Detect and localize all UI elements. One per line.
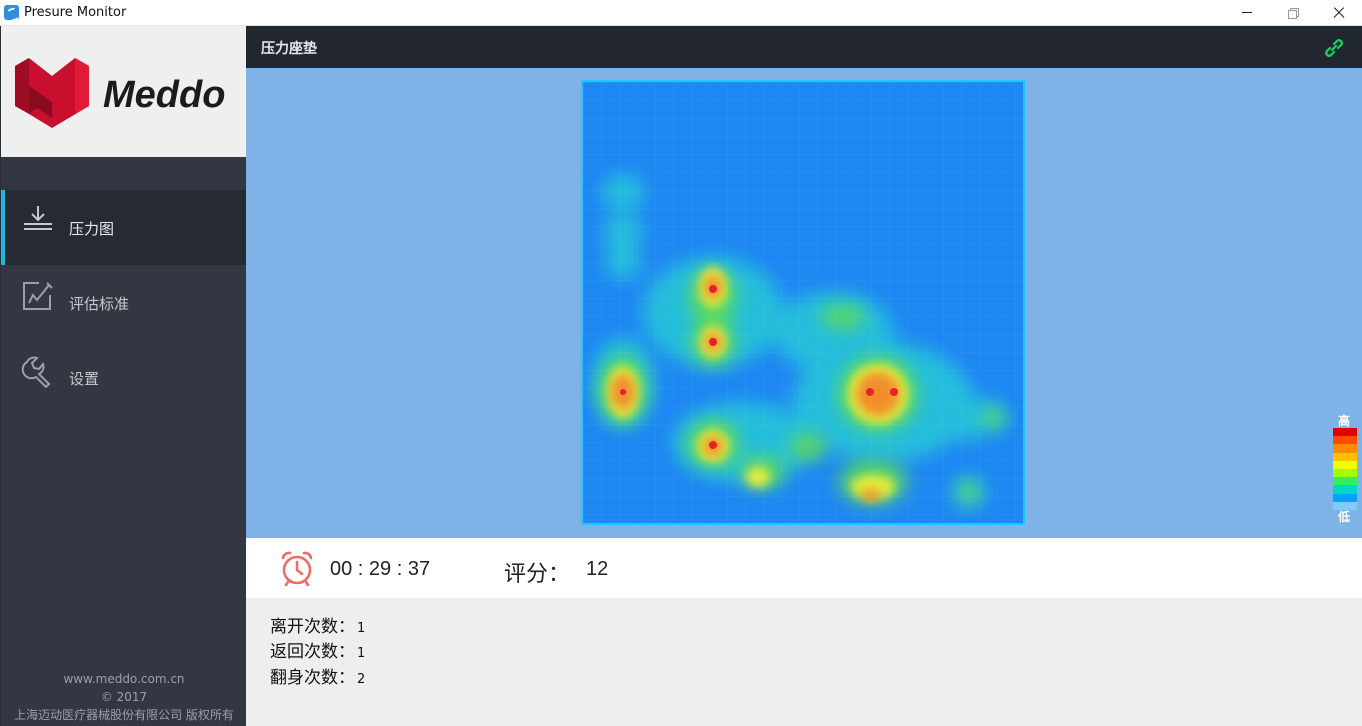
restore-button[interactable] xyxy=(1270,0,1316,26)
wrench-icon xyxy=(21,356,51,388)
legend-swatch xyxy=(1333,452,1357,461)
logo-text: Meddo xyxy=(103,74,226,116)
sidebar-item-label: 评估标准 xyxy=(69,295,130,313)
legend-swatch xyxy=(1333,501,1357,511)
minimize-button[interactable] xyxy=(1224,0,1270,26)
legend-color-bar xyxy=(1333,428,1357,511)
pressure-map-area: 高 低 xyxy=(246,68,1362,538)
download-icon xyxy=(24,206,52,230)
logo: Meddo xyxy=(1,26,247,157)
company-text: 上海迈动医疗器械股份有限公司 版权所有 xyxy=(14,708,234,722)
alarm-clock-icon xyxy=(281,551,313,586)
meddo-logo-icon xyxy=(15,58,89,128)
count-value: 1 xyxy=(357,621,366,636)
sidebar-footer: www.meddo.com.cn © 2017 上海迈动医疗器械股份有限公司 版… xyxy=(1,670,247,724)
pressure-heatmap[interactable] xyxy=(581,80,1025,525)
legend-swatch xyxy=(1333,493,1357,502)
legend-low-label: 低 xyxy=(1337,510,1350,524)
sidebar-item-evaluation[interactable]: 评估标准 xyxy=(1,265,247,340)
legend-swatch xyxy=(1333,469,1357,478)
stats-bar: 00 : 29 : 37 评分： 12 xyxy=(246,538,1362,598)
legend-swatch xyxy=(1333,485,1357,494)
session-timer: 00 : 29 : 37 xyxy=(330,558,431,580)
app-icon xyxy=(4,5,19,20)
leave-count: 离开次数： 1 xyxy=(270,612,365,637)
heatmap-canvas xyxy=(583,82,1023,523)
website-link[interactable]: www.meddo.com.cn xyxy=(63,672,185,686)
title-bar: Presure Monitor xyxy=(0,0,1362,26)
legend-swatch xyxy=(1333,428,1357,437)
score-value: 12 xyxy=(586,558,609,580)
turn-count: 翻身次数： 2 xyxy=(270,663,365,688)
copyright-text: © 2017 xyxy=(100,690,148,704)
legend-swatch xyxy=(1333,444,1357,453)
count-value: 2 xyxy=(357,672,366,687)
score-label: 评分： xyxy=(504,562,571,587)
count-label: 离开次数： xyxy=(270,617,355,637)
sidebar-item-label: 设置 xyxy=(69,370,100,388)
sidebar-item-pressure-map[interactable]: 压力图 xyxy=(1,190,247,265)
count-label: 返回次数： xyxy=(270,642,355,662)
return-count: 返回次数： 1 xyxy=(270,637,365,662)
close-button[interactable] xyxy=(1316,0,1362,26)
legend-high-label: 高 xyxy=(1337,414,1350,428)
link-icon[interactable] xyxy=(1322,36,1346,60)
header-bar: 压力座垫 xyxy=(246,26,1362,68)
edit-icon xyxy=(23,282,53,310)
sidebar-item-settings[interactable]: 设置 xyxy=(1,340,247,415)
page-title: 压力座垫 xyxy=(261,41,317,57)
window-title: Presure Monitor xyxy=(24,5,127,20)
sidebar-item-label: 压力图 xyxy=(69,220,115,238)
legend-swatch xyxy=(1333,477,1357,486)
sidebar: Meddo 压力图 评估标准 xyxy=(0,26,247,726)
legend-swatch xyxy=(1333,460,1357,470)
legend-swatch xyxy=(1333,436,1357,445)
event-counts: 离开次数： 1 返回次数： 1 翻身次数： 2 xyxy=(246,598,1362,726)
count-label: 翻身次数： xyxy=(270,668,355,688)
count-value: 1 xyxy=(357,646,366,661)
